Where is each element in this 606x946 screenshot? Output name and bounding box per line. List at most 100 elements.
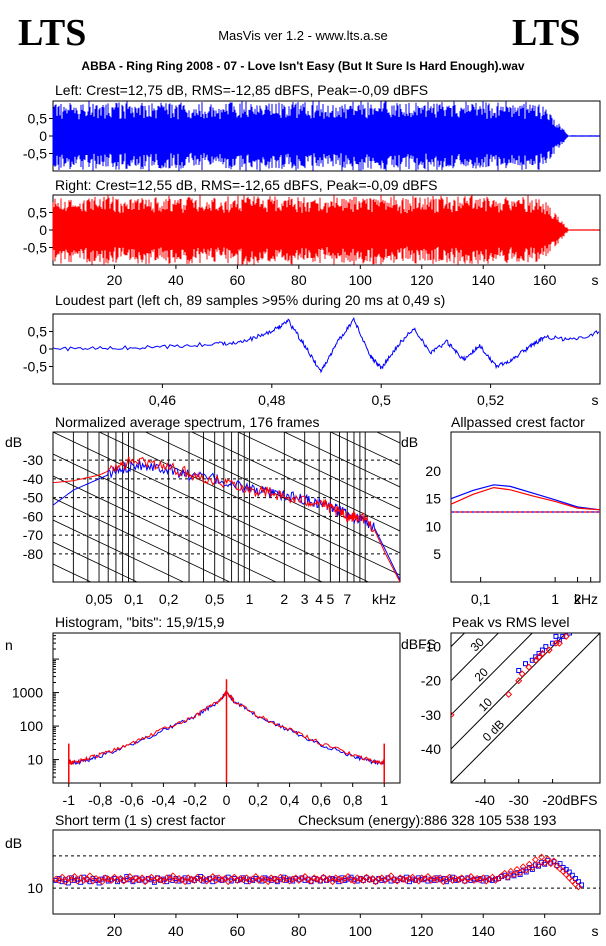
short-crest-point-left <box>569 872 575 878</box>
spectrum-slope <box>53 432 370 582</box>
short-crest-point-right <box>375 875 383 883</box>
histogram-title: Histogram, "bits": 15,9/15,9 <box>55 614 225 630</box>
loudest-xtick-label: 0,5 <box>371 392 391 408</box>
short-crest-point-right <box>190 876 198 884</box>
right-waveform-xtick-label: 140 <box>472 272 496 288</box>
short-crest-point-left <box>572 876 578 881</box>
pvr-ytick-label: -10 <box>421 639 441 655</box>
short-crest-point-right <box>381 876 389 884</box>
short-crest-point-right <box>538 853 546 861</box>
short-crest-point-right <box>71 873 78 880</box>
short-crest-point-right <box>135 876 143 884</box>
spectrum-ytick-label: -40 <box>23 471 43 487</box>
short-crest-point-right <box>187 875 195 883</box>
short-crest-point-right <box>104 875 112 883</box>
spectrum-slope <box>237 432 400 510</box>
short-crest-point-right <box>575 883 582 891</box>
short-crest-point-right <box>347 876 355 884</box>
pvr-xlabel: dBFS <box>562 792 597 808</box>
short-crest-point-right <box>83 875 91 883</box>
short-crest-point-right <box>510 871 518 879</box>
pvr-point-right <box>525 663 533 671</box>
short-crest-point-left <box>348 874 354 880</box>
left-waveform-ytick-label: 0,5 <box>28 111 48 127</box>
spectrum-title: Normalized average spectrum, 176 frames <box>55 414 320 430</box>
crest-series-right <box>450 486 601 511</box>
short-crest-point-right <box>255 876 263 884</box>
short-crest-point-right <box>488 873 496 881</box>
short-crest-point-right <box>64 874 72 882</box>
pvr-point-right <box>535 653 543 661</box>
short-crest-point-left <box>373 879 379 885</box>
spectrum-frame <box>52 431 401 583</box>
short-crest-point-right <box>473 874 481 882</box>
right-waveform-xtick-label: 120 <box>410 272 434 288</box>
short-crest-point-right <box>166 875 174 883</box>
short-crest-point-left <box>241 875 246 881</box>
short-crest-point-left <box>523 869 529 875</box>
plots: 0,50-0,50,50-0,520 40 60 80 100 120 140 160 s0,5… <box>12 100 601 946</box>
short-crest-point-right <box>286 877 294 885</box>
short-crest-point-left <box>87 879 93 885</box>
right-waveform-xtick-label: 160 <box>533 272 557 288</box>
short-crest-point-right <box>147 873 155 881</box>
short-crest-point-right <box>209 873 217 880</box>
left-waveform-ytick-label: -0,5 <box>23 146 47 162</box>
short-crest-point-right <box>218 876 226 884</box>
pvr-point-left <box>523 661 528 667</box>
logo-right: LTS <box>512 12 580 54</box>
spectrum-grid <box>53 432 400 946</box>
short-crest-point-right <box>197 876 204 884</box>
crest-ytick-label: 5 <box>433 546 441 562</box>
short-crest-point-right <box>353 874 361 882</box>
left-waveform-ytick-label: 0 <box>39 128 47 144</box>
short-crest-point-right <box>154 874 161 882</box>
crest-xtick-label: 0,1 <box>471 591 491 607</box>
short-crest-point-right <box>504 873 512 881</box>
pvr-point-left <box>567 633 573 636</box>
short-crest-point-right <box>541 859 549 867</box>
right-waveform-signal <box>52 195 600 265</box>
spectrum-ytick-label: -80 <box>23 546 43 562</box>
short-crest-point-right <box>163 874 171 882</box>
loudest-part-title: Loudest part (left ch, 89 samples >95% d… <box>55 292 445 308</box>
pvr-point-right <box>505 690 513 698</box>
short-crest-point-right <box>399 875 407 883</box>
pvr-ytick-label: -20 <box>421 673 441 689</box>
pvr-ytick-label: -30 <box>421 707 441 723</box>
pvr-xtick-label: -20 <box>542 792 562 808</box>
spectrum-xtick-label: 3 <box>301 591 309 607</box>
short-crest-point-right <box>55 876 63 884</box>
pvr-point-left <box>539 647 545 653</box>
histogram-xtick-label: -0,8 <box>88 792 112 808</box>
short-crest-point-right <box>215 874 223 882</box>
histogram-xtick-label: 0,4 <box>280 792 300 808</box>
pvr-diagonal-label: 30 <box>468 635 488 655</box>
spectrum-ytick-label: -50 <box>23 490 43 506</box>
short-crest-point-right <box>101 874 109 882</box>
right-waveform-wave <box>52 195 600 265</box>
short-crest-point-right <box>455 876 463 884</box>
spectrum-slope <box>53 784 400 946</box>
histogram-xtick-label: 1 <box>380 792 388 808</box>
short-crest-xtick-label: 20 <box>107 923 123 939</box>
short-crest-point-right <box>313 875 321 883</box>
loudest-xtick-label: 0,52 <box>477 392 504 408</box>
short-crest-point-right <box>482 877 490 885</box>
short-crest-point-right <box>138 874 146 882</box>
right-waveform-xtick-label: 40 <box>168 272 184 288</box>
short-crest-xtick-label: 40 <box>168 923 184 939</box>
right-waveform-ytick-label: 0,5 <box>28 205 48 221</box>
short-crest-point-right <box>507 867 515 875</box>
spectrum-series-right <box>53 456 400 582</box>
short-crest-point-right <box>326 874 334 882</box>
short-crest-point-right <box>184 874 192 882</box>
short-crest-point-right <box>246 877 254 885</box>
spectrum-slope <box>53 519 185 582</box>
pvr-diagonal-label: 0 dB <box>480 717 507 744</box>
pvr-diagonal <box>451 633 600 783</box>
pvr-point-right <box>532 656 540 664</box>
short-crest-point-right <box>236 874 244 882</box>
short-crest-point-right <box>307 877 315 885</box>
short-crest-point-right <box>522 866 530 874</box>
